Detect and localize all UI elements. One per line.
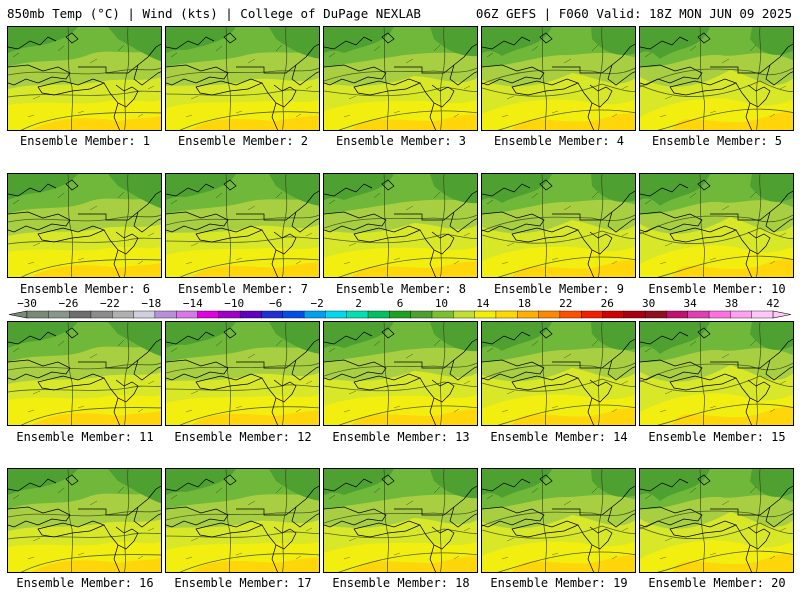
colorbar-swatch	[175, 310, 199, 319]
colorbar-swatch	[26, 310, 49, 319]
ensemble-member-label: Ensemble Member: 17	[174, 576, 312, 590]
ensemble-member-map	[7, 173, 162, 278]
colorbar-tick-label: −18	[141, 297, 161, 310]
colorbar-swatch	[410, 310, 433, 319]
colorbar-swatch	[602, 310, 625, 319]
ensemble-member-map	[165, 468, 320, 573]
colorbar-left-arrow	[8, 310, 28, 319]
ensemble-member-map	[639, 321, 794, 426]
colorbar-tick-label: −30	[17, 297, 37, 310]
colorbar-swatch	[112, 310, 135, 319]
colorbar-swatch	[751, 310, 774, 319]
ensemble-member-map	[323, 468, 478, 573]
ensemble-member-map	[481, 468, 636, 573]
colorbar-tick-label: 14	[476, 297, 490, 310]
colorbar-swatch	[218, 310, 241, 319]
colorbar-swatch	[239, 310, 262, 319]
colorbar-swatch	[623, 310, 646, 319]
ensemble-member-label: Ensemble Member: 19	[490, 576, 628, 590]
colorbar-swatch	[730, 310, 753, 319]
ensemble-member-map	[165, 173, 320, 278]
ensemble-member-map	[165, 321, 320, 426]
colorbar-swatch	[644, 310, 667, 319]
ensemble-member-map	[481, 26, 636, 131]
colorbar-tick-label: 38	[725, 297, 738, 310]
colorbar-swatch	[666, 310, 689, 319]
ensemble-member-map	[481, 173, 636, 278]
colorbar-swatch	[367, 310, 390, 319]
colorbar-swatch	[90, 310, 113, 319]
ensemble-member-map	[323, 321, 478, 426]
colorbar-swatch	[346, 310, 369, 319]
ensemble-member-label: Ensemble Member: 9	[493, 282, 625, 296]
colorbar-swatch	[69, 310, 92, 319]
colorbar-swatch	[197, 310, 220, 319]
ensemble-member-label: Ensemble Member: 6	[19, 282, 151, 296]
ensemble-member-map	[639, 26, 794, 131]
colorbar-swatch	[48, 310, 71, 319]
colorbar-tick-label: 42	[766, 297, 779, 310]
ensemble-member-map	[481, 321, 636, 426]
ensemble-member-map	[7, 468, 162, 573]
colorbar-swatch	[431, 310, 454, 319]
ensemble-member-label: Ensemble Member: 13	[332, 430, 470, 444]
colorbar-swatch	[261, 310, 284, 319]
colorbar-swatch	[389, 310, 412, 319]
ensemble-member-label: Ensemble Member: 12	[174, 430, 312, 444]
ensemble-member-map	[7, 321, 162, 426]
header-title-left: 850mb Temp (°C) | Wind (kts) | College o…	[7, 6, 421, 21]
ensemble-member-map	[323, 26, 478, 131]
ensemble-member-map	[323, 173, 478, 278]
colorbar-tick-label: 2	[355, 297, 362, 310]
ensemble-member-label: Ensemble Member: 10	[648, 282, 786, 296]
temperature-colorbar: −30 −26 −22 −18 −14 −10 −6 −2 2 6 10 14 18 22 26 30 34 38…	[8, 297, 792, 319]
colorbar-swatch	[538, 310, 561, 319]
colorbar-swatch	[325, 310, 348, 319]
ensemble-member-label: Ensemble Member: 16	[16, 576, 154, 590]
colorbar-swatch	[517, 310, 540, 319]
colorbar-tick-label: 10	[435, 297, 448, 310]
ensemble-member-label: Ensemble Member: 8	[335, 282, 467, 296]
colorbar-swatch	[580, 310, 603, 319]
colorbar-tick-label: −14	[183, 297, 203, 310]
colorbar-tick-label: 30	[642, 297, 655, 310]
ensemble-member-label: Ensemble Member: 14	[490, 430, 628, 444]
colorbar-swatch	[282, 310, 305, 319]
colorbar-tick-label: −22	[100, 297, 120, 310]
colorbar-swatch	[559, 310, 582, 319]
colorbar-right-arrow	[772, 310, 792, 319]
colorbar-tick-label: 22	[559, 297, 572, 310]
ensemble-member-map	[639, 173, 794, 278]
colorbar-swatch	[495, 310, 518, 319]
colorbar-tick-label: 18	[518, 297, 531, 310]
ensemble-member-label: Ensemble Member: 11	[16, 430, 154, 444]
header-title-right: 06Z GEFS | F060 Valid: 18Z MON JUN 09 20…	[475, 6, 792, 21]
colorbar-tick-label: −6	[269, 297, 282, 310]
ensemble-member-label: Ensemble Member: 5	[651, 134, 783, 148]
ensemble-member-label: Ensemble Member: 15	[648, 430, 786, 444]
colorbar-tick-label: 26	[601, 297, 614, 310]
colorbar-swatch	[133, 310, 156, 319]
colorbar-tick-label: −10	[224, 297, 244, 310]
colorbar-swatch	[687, 310, 710, 319]
ensemble-member-label: Ensemble Member: 2	[177, 134, 309, 148]
ensemble-member-map	[639, 468, 794, 573]
ensemble-member-map	[7, 26, 162, 131]
colorbar-tick-label: −2	[310, 297, 323, 310]
colorbar-tick-label: 34	[683, 297, 697, 310]
colorbar-swatch	[303, 310, 326, 319]
ensemble-member-label: Ensemble Member: 3	[335, 134, 467, 148]
colorbar-swatch	[474, 310, 497, 319]
colorbar-swatch	[708, 310, 731, 319]
ensemble-member-label: Ensemble Member: 20	[648, 576, 786, 590]
ensemble-member-label: Ensemble Member: 4	[493, 134, 625, 148]
ensemble-member-label: Ensemble Member: 18	[332, 576, 470, 590]
ensemble-member-label: Ensemble Member: 1	[19, 134, 151, 148]
ensemble-member-label: Ensemble Member: 7	[177, 282, 309, 296]
colorbar-tick-label: 6	[397, 297, 404, 310]
colorbar-swatch	[154, 310, 177, 319]
ensemble-member-map	[165, 26, 320, 131]
colorbar-swatch	[453, 310, 476, 319]
colorbar-tick-label: −26	[59, 297, 79, 310]
